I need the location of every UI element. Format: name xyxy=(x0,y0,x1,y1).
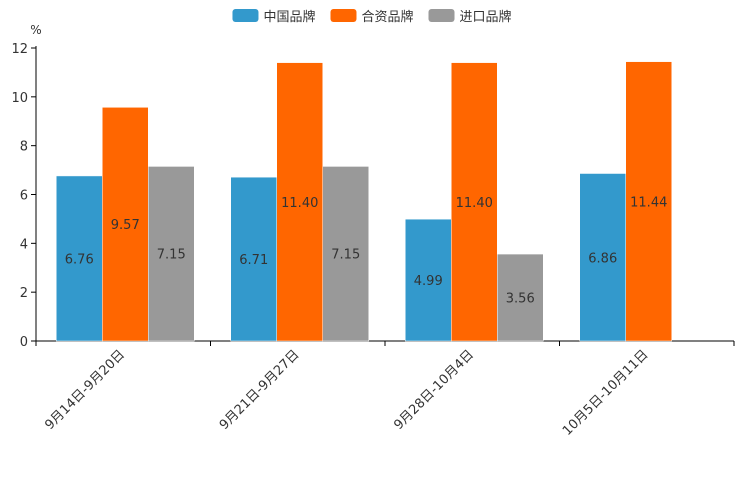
y-tick-label: 0 xyxy=(20,335,28,350)
x-tick-label: 9月28日-10月4日 xyxy=(391,347,477,433)
bars xyxy=(56,61,672,342)
data-label: 7.15 xyxy=(331,248,360,263)
y-tick-label: 4 xyxy=(20,237,28,252)
data-labels: 6.76 6.71 4.99 6.86 9.57 11.40 11.40 11.44 7.15 7… xyxy=(65,195,668,306)
bar xyxy=(148,166,195,342)
bar xyxy=(625,61,672,342)
x-tick-label: 9月14日-9月20日 xyxy=(42,347,128,433)
data-label: 6.76 xyxy=(65,252,94,267)
data-label: 11.40 xyxy=(456,196,493,211)
bar xyxy=(405,218,452,342)
y-tick-label: 10 xyxy=(11,91,28,106)
bar xyxy=(451,62,498,342)
y-tick-label: 8 xyxy=(20,140,28,155)
x-tick-label: 10月5日-10月11日 xyxy=(560,347,652,439)
data-label: 6.71 xyxy=(239,253,268,268)
y-tick-label: 12 xyxy=(11,42,28,57)
y-unit-label: % xyxy=(30,23,41,37)
data-label: 7.15 xyxy=(157,248,186,263)
bar xyxy=(276,62,323,342)
data-label: 4.99 xyxy=(414,274,443,289)
legend-item[interactable]: 合资品牌 xyxy=(361,9,413,25)
legend-swatch xyxy=(428,9,455,22)
x-axis: 9月14日-9月20日 9月21日-9月27日 9月28日-10月4日 10月5日-1… xyxy=(35,340,735,439)
y-tick-label: 6 xyxy=(20,189,28,204)
data-label: 6.86 xyxy=(588,251,617,266)
legend-swatch xyxy=(330,9,357,22)
data-label: 11.44 xyxy=(630,195,667,210)
y-tick-label: 2 xyxy=(20,286,28,301)
legend: 中国品牌 合资品牌 进口品牌 xyxy=(232,9,512,25)
data-label: 11.40 xyxy=(281,196,318,211)
data-label: 9.57 xyxy=(111,218,140,233)
legend-item[interactable]: 中国品牌 xyxy=(263,9,315,25)
bar xyxy=(102,107,149,342)
y-axis: 0 2 4 6 8 10 12 xyxy=(11,42,37,350)
data-label: 3.56 xyxy=(506,292,535,307)
bar xyxy=(497,253,544,342)
legend-swatch xyxy=(232,9,259,22)
x-tick-label: 9月21日-9月27日 xyxy=(217,347,303,433)
bar xyxy=(322,166,369,342)
legend-item[interactable]: 进口品牌 xyxy=(460,9,512,25)
